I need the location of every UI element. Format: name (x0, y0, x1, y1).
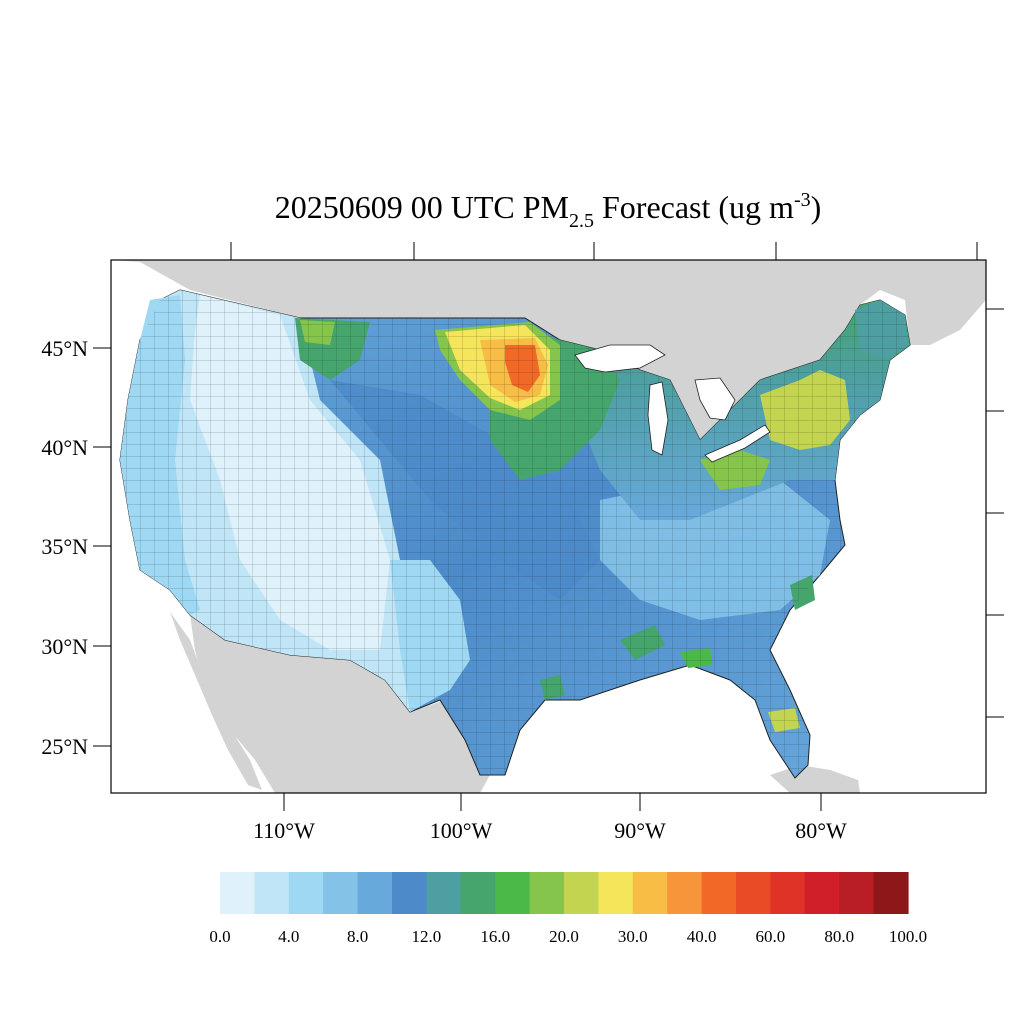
colorbar-swatch-15 (736, 872, 771, 914)
top-ticks (230, 242, 978, 260)
lat-label-40: 40°N (41, 435, 88, 460)
map-title: 20250609 00 UTC PM2.5 Forecast (ug m-3) (275, 189, 822, 232)
colorbar-swatch-19 (873, 872, 909, 914)
colorbar-swatch-9 (529, 872, 565, 914)
lon-label-100: 100°W (430, 818, 493, 843)
colorbar-label-9: 80.0 (824, 927, 854, 946)
colorbar-swatch-13 (667, 872, 703, 914)
lake-huron-top (694, 377, 736, 421)
colorbar: 0.0 4.0 8.0 12.0 16.0 20.0 30.0 40.0 60.0 80.0 100… (209, 872, 927, 946)
colorbar-label-0: 0.0 (209, 927, 230, 946)
colorbar-label-8: 60.0 (756, 927, 786, 946)
lat-label-45: 45°N (41, 336, 88, 361)
baja-peninsula (170, 612, 262, 790)
colorbar-label-10: 100.0 (889, 927, 927, 946)
right-ticks (986, 308, 1004, 718)
lat-label-35: 35°N (41, 534, 88, 559)
colorbar-label-4: 16.0 (480, 927, 510, 946)
colorbar-label-5: 20.0 (549, 927, 579, 946)
left-ticks (93, 347, 111, 747)
colorbar-swatch-10 (564, 872, 599, 914)
colorbar-swatch-7 (460, 872, 496, 914)
bottom-ticks (283, 793, 822, 811)
map-panel (111, 260, 986, 793)
lon-label-110: 110°W (253, 818, 315, 843)
colorbar-swatch-4 (357, 872, 393, 914)
lake-michigan-top (647, 381, 669, 456)
colorbar-swatch-6 (426, 872, 462, 914)
colorbar-swatch-0 (220, 872, 255, 914)
colorbar-swatch-17 (804, 872, 840, 914)
colorbar-swatch-11 (598, 872, 634, 914)
colorbar-swatch-16 (770, 872, 806, 914)
colorbar-swatch-3 (323, 872, 359, 914)
colorbar-swatch-5 (392, 872, 427, 914)
colorbar-swatch-12 (632, 872, 668, 914)
lake-erie-top (704, 424, 771, 463)
lon-label-80: 80°W (795, 818, 847, 843)
colorbar-swatch-14 (701, 872, 737, 914)
lat-label-30: 30°N (41, 634, 88, 659)
county-boundaries (120, 290, 910, 778)
colorbar-label-3: 12.0 (412, 927, 442, 946)
colorbar-swatch-18 (839, 872, 875, 914)
map-frame (110, 259, 987, 794)
colorbar-label-7: 40.0 (687, 927, 717, 946)
colorbar-swatch-2 (288, 872, 324, 914)
colorbar-label-6: 30.0 (618, 927, 648, 946)
lake-superior-top (574, 344, 666, 373)
lon-label-90: 90°W (614, 818, 666, 843)
colorbar-swatch-8 (495, 872, 531, 914)
colorbar-label-1: 4.0 (278, 927, 299, 946)
colorbar-label-2: 8.0 (347, 927, 368, 946)
mexico-land (190, 615, 490, 793)
canada-land (111, 260, 986, 440)
lat-label-25: 25°N (41, 734, 88, 759)
colorbar-swatch-1 (254, 872, 290, 914)
